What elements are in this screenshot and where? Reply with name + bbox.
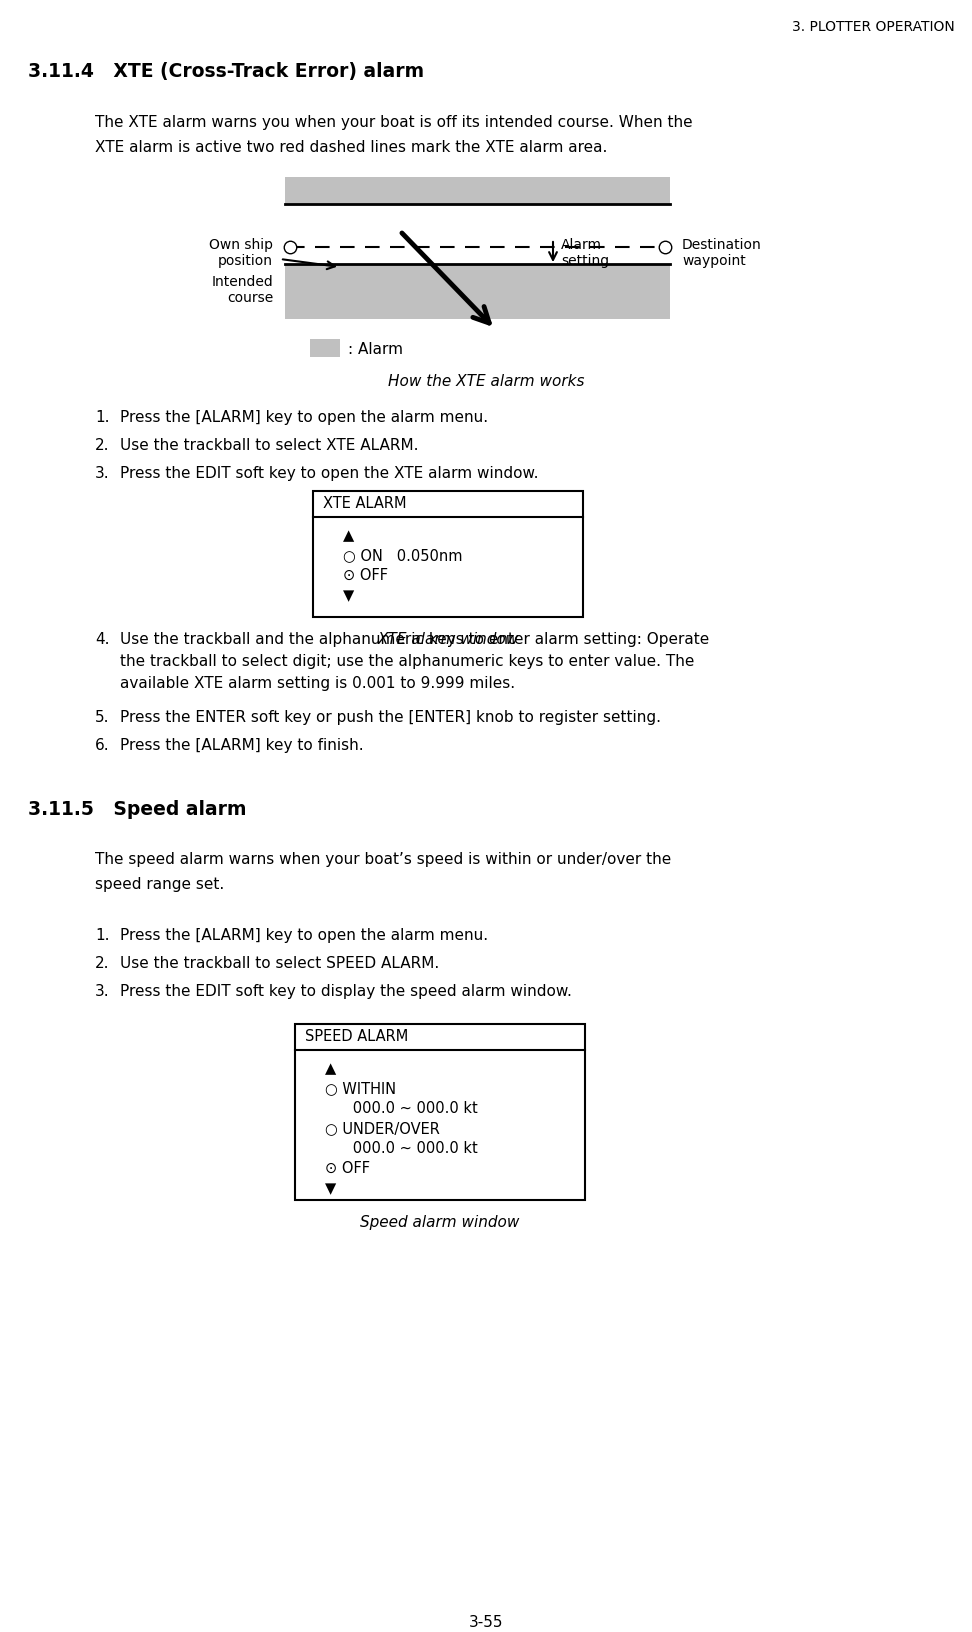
Text: Destination
waypoint: Destination waypoint (682, 238, 762, 268)
Text: Alarm
setting: Alarm setting (561, 238, 609, 268)
Text: ▼: ▼ (343, 588, 354, 602)
Text: 1.: 1. (95, 927, 110, 942)
Text: Press the [ALARM] key to open the alarm menu.: Press the [ALARM] key to open the alarm … (120, 927, 488, 942)
Text: 1.: 1. (95, 410, 110, 424)
Text: 3-55: 3-55 (469, 1614, 503, 1629)
Text: 3.11.5   Speed alarm: 3.11.5 Speed alarm (28, 800, 247, 819)
Text: 000.0 ~ 000.0 kt: 000.0 ~ 000.0 kt (325, 1100, 478, 1115)
Text: Use the trackball and the alphanumeric keys to enter alarm setting: Operate: Use the trackball and the alphanumeric k… (120, 632, 710, 646)
Text: : Alarm: : Alarm (348, 341, 403, 357)
Text: ⊙ OFF: ⊙ OFF (343, 568, 388, 583)
FancyBboxPatch shape (313, 491, 583, 617)
Text: ▲: ▲ (325, 1061, 336, 1075)
Bar (285, 264, 670, 320)
Text: 3.: 3. (95, 465, 110, 481)
Text: ▼: ▼ (325, 1180, 336, 1195)
Text: Intended
course: Intended course (211, 274, 273, 305)
Text: the trackball to select digit; use the alphanumeric keys to enter value. The: the trackball to select digit; use the a… (120, 653, 694, 669)
Text: SPEED ALARM: SPEED ALARM (305, 1028, 408, 1043)
Text: 5.: 5. (95, 710, 110, 725)
Text: 2.: 2. (95, 437, 110, 452)
Text: ○ WITHIN: ○ WITHIN (325, 1080, 397, 1095)
FancyBboxPatch shape (295, 1025, 585, 1200)
Text: ○ UNDER/OVER: ○ UNDER/OVER (325, 1120, 440, 1136)
Text: ⊙ OFF: ⊙ OFF (325, 1160, 370, 1175)
Text: Press the EDIT soft key to display the speed alarm window.: Press the EDIT soft key to display the s… (120, 984, 572, 999)
Text: 6.: 6. (95, 738, 110, 752)
Text: XTE alarm window: XTE alarm window (377, 632, 519, 646)
Text: XTE alarm is active two red dashed lines mark the XTE alarm area.: XTE alarm is active two red dashed lines… (95, 140, 608, 155)
Bar (285, 178, 670, 206)
Text: Press the [ALARM] key to finish.: Press the [ALARM] key to finish. (120, 738, 364, 752)
Text: 000.0 ~ 000.0 kt: 000.0 ~ 000.0 kt (325, 1141, 478, 1155)
Text: Press the ENTER soft key or push the [ENTER] knob to register setting.: Press the ENTER soft key or push the [EN… (120, 710, 661, 725)
Bar (310, 339, 340, 357)
Text: The speed alarm warns when your boat’s speed is within or under/over the: The speed alarm warns when your boat’s s… (95, 852, 672, 867)
Text: How the XTE alarm works: How the XTE alarm works (388, 374, 584, 388)
Text: The XTE alarm warns you when your boat is off its intended course. When the: The XTE alarm warns you when your boat i… (95, 114, 693, 131)
Text: Use the trackball to select XTE ALARM.: Use the trackball to select XTE ALARM. (120, 437, 419, 452)
Text: available XTE alarm setting is 0.001 to 9.999 miles.: available XTE alarm setting is 0.001 to … (120, 676, 515, 690)
Text: 3.11.4   XTE (Cross-Track Error) alarm: 3.11.4 XTE (Cross-Track Error) alarm (28, 62, 424, 82)
Text: Speed alarm window: Speed alarm window (361, 1214, 520, 1229)
Text: XTE ALARM: XTE ALARM (323, 496, 406, 511)
Text: Press the EDIT soft key to open the XTE alarm window.: Press the EDIT soft key to open the XTE … (120, 465, 538, 481)
Text: ▲: ▲ (343, 527, 354, 543)
Text: Own ship
position: Own ship position (209, 238, 273, 268)
Text: 2.: 2. (95, 955, 110, 971)
Text: 3.: 3. (95, 984, 110, 999)
Text: speed range set.: speed range set. (95, 876, 225, 891)
Text: Press the [ALARM] key to open the alarm menu.: Press the [ALARM] key to open the alarm … (120, 410, 488, 424)
Text: 4.: 4. (95, 632, 110, 646)
Text: ○ ON   0.050nm: ○ ON 0.050nm (343, 548, 463, 563)
Text: Use the trackball to select SPEED ALARM.: Use the trackball to select SPEED ALARM. (120, 955, 439, 971)
Text: 3. PLOTTER OPERATION: 3. PLOTTER OPERATION (792, 20, 955, 34)
